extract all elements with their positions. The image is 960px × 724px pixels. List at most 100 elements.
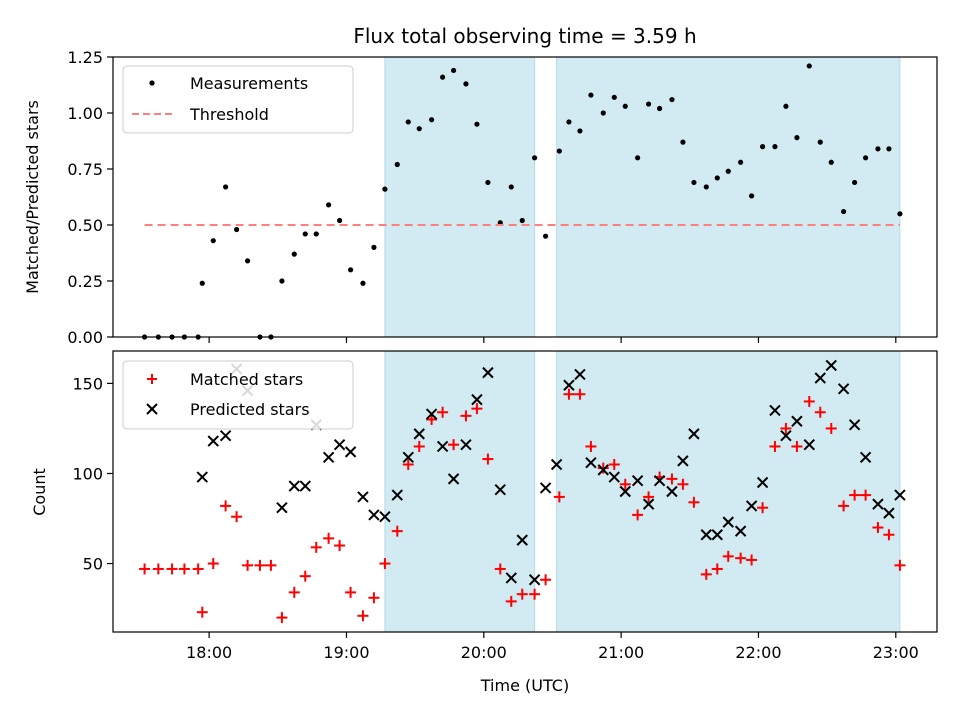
matched-star-point [471,403,483,415]
legend-matched-label: Matched stars [190,370,303,389]
measurement-point [600,110,606,116]
measurement-point [337,217,343,224]
ratio-y-tick-label: 0.25 [67,272,103,291]
matched-star-point [540,574,552,586]
measurement-point [772,144,778,150]
predicted-star-point [814,372,826,384]
measurement-point [532,155,538,161]
predicted-star-point [859,451,872,463]
predicted-star-point [379,511,391,523]
matched-star-point [791,440,803,452]
ratio-panel: 0.00 0.25 0.50 0.75 1.00 1.25 Matched/Predict… [23,48,938,347]
predicted-star-point [780,429,792,442]
matched-star-point [368,592,380,604]
predicted-star-point [322,451,335,463]
ratio-panel-frame [112,56,938,338]
predicted-star-point [631,474,644,487]
measurement-point [382,186,388,192]
ratio-y-tick-label: 0.00 [67,328,103,347]
matched-star-point [643,491,655,503]
matched-star-point [883,529,895,541]
ratio-y-tick-label: 1.25 [67,48,103,67]
predicted-star-point [436,440,449,453]
measurement-point [862,155,869,161]
count-y-tick-label: 50 [83,555,103,574]
measurement-point [875,146,881,152]
measurement-point [234,226,240,233]
matched-star-point [814,406,826,418]
predicted-star-point [344,446,357,458]
measurement-point [725,168,731,174]
matched-star-point [196,606,208,618]
predicted-star-point [745,500,758,512]
x-tick-label: 19:00 [323,643,369,662]
measurement-point [244,258,251,264]
predicted-star-point [207,435,219,447]
measurement-point [749,193,755,199]
predicted-star-point [505,572,517,584]
measurement-point [485,179,491,186]
measurement-point [656,105,663,112]
predicted-star-point [482,366,494,379]
matched-star-point [379,558,391,570]
x-tick-label: 20:00 [461,643,507,662]
matched-star-point [265,559,277,571]
measurement-point [611,94,617,100]
legend-threshold-label: Threshold [189,105,269,124]
predicted-star-point [677,455,689,467]
measurement-point [556,148,562,154]
matched-star-point [632,509,644,521]
matched-star-point [894,559,906,571]
predicted-star-point [402,451,414,463]
predicted-star-point [825,359,837,372]
predicted-star-point [619,485,631,498]
predicted-star-point [460,438,472,451]
measurement-point [622,103,628,109]
predicted-star-point [550,458,563,471]
matched-star-point [574,388,586,400]
measurement-point [794,135,800,141]
count-shaded-interval-1 [384,350,536,633]
ratio-shaded-interval-2 [556,56,901,338]
count-panel-frame [112,350,938,633]
ratio-y-tick-label: 1.00 [67,104,103,123]
ratio-y-axis-label: Matched/Predicted stars [23,100,42,294]
matched-star-point [402,458,414,470]
predicted-star-point [734,525,747,537]
legend-measurements-marker [149,80,155,86]
x-tick-label: 22:00 [735,643,781,662]
legend-predicted-marker [146,403,158,415]
predicted-star-point [425,408,438,420]
count-shaded-interval-2 [556,350,901,633]
matched-star-point [677,478,689,490]
measurement-point [463,81,469,87]
matched-star-point [872,522,884,534]
matched-star-point [735,552,747,564]
predicted-star-point [516,534,528,546]
measurement-point [279,278,285,284]
ratio-legend: Measurements Threshold [122,65,354,134]
matched-star-point [666,473,678,485]
predicted-star-point [848,419,861,431]
predicted-star-point [700,529,712,541]
measurement-point [223,184,229,190]
predicted-star-point [711,529,723,541]
predicted-star-point [872,498,884,510]
predicted-star-point [391,489,403,501]
predicted-star-point [368,509,380,521]
measurement-point [429,117,435,123]
predicted-star-point [471,393,483,406]
predicted-star-point [447,473,460,485]
matched-star-point [413,440,425,452]
predicted-star-point [574,368,586,381]
measurement-point [577,128,583,134]
matched-star-point [619,478,631,490]
predicted-star-point [276,502,288,514]
predicted-star-point [299,480,311,492]
measurement-point [783,103,789,109]
predicted-star-point [597,464,609,476]
matched-star-point [769,440,781,452]
x-tick-label: 21:00 [598,643,644,662]
legend-measurements-label: Measurements [190,74,308,93]
